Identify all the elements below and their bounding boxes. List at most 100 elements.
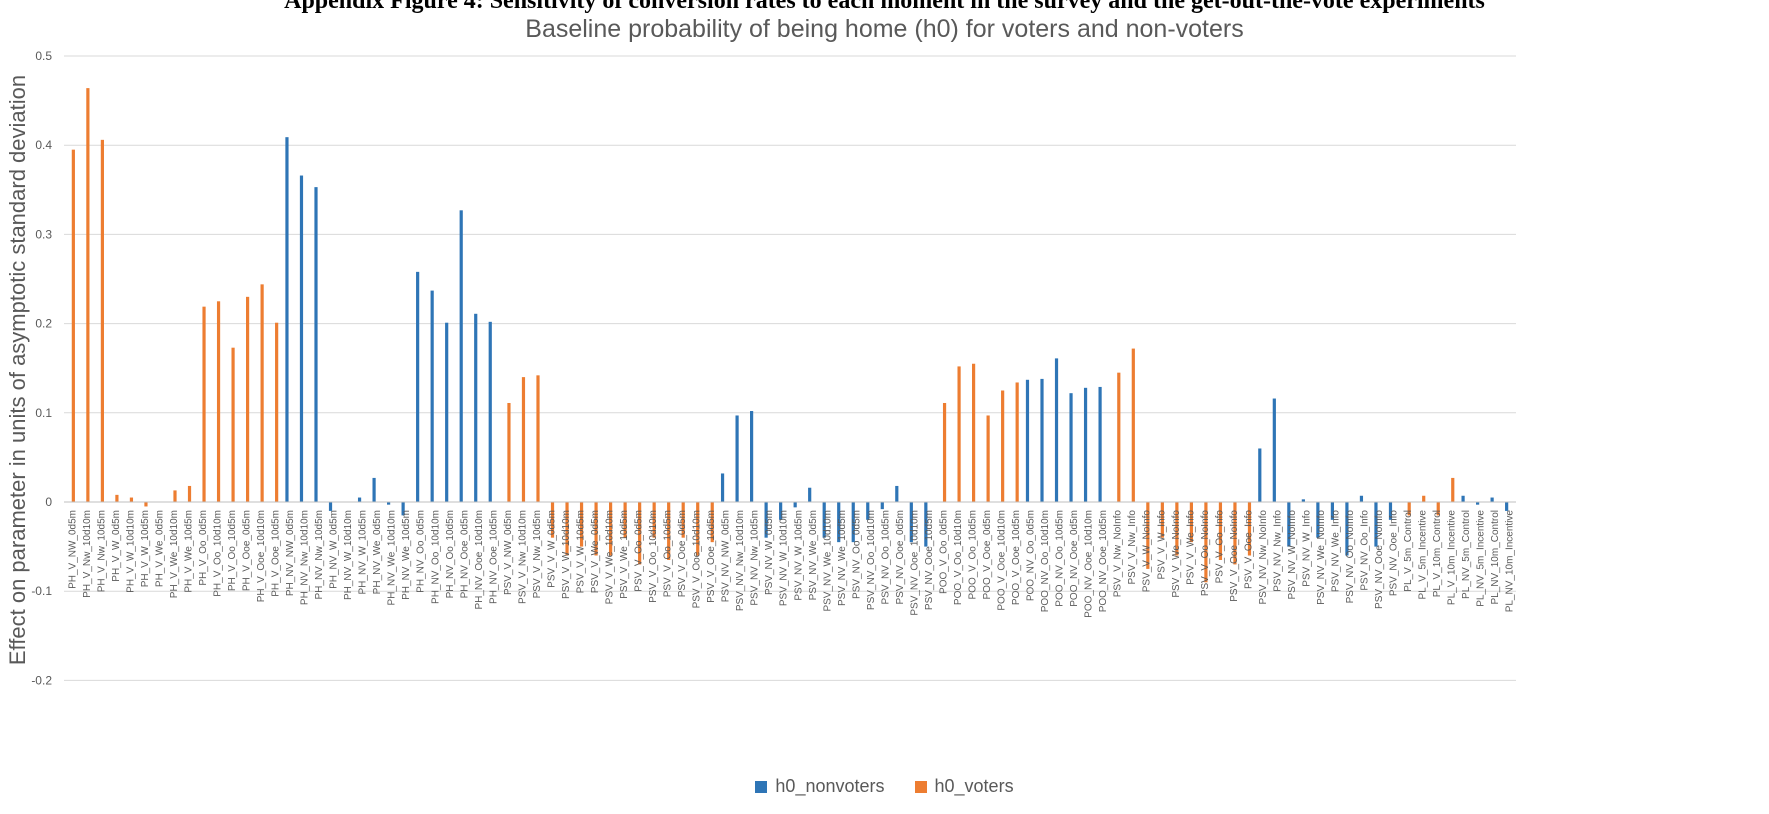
bar-h0_voters (144, 502, 148, 507)
x-tick-label: PH_V_We_0d5m (154, 510, 165, 587)
bar-h0_nonvoters (720, 473, 725, 502)
bar-h0_voters (579, 502, 584, 547)
bar-h0_nonvoters (387, 502, 391, 505)
x-tick-label: PSV_NV_We_0d5m (808, 510, 819, 600)
bar-h0_nonvoters (1054, 358, 1059, 502)
x-tick-label: PH_V_Ooe_10d5m (271, 510, 282, 597)
bar-h0_voters (129, 497, 134, 502)
bar-h0_voters (1407, 502, 1411, 516)
bar-h0_nonvoters (837, 502, 841, 543)
bar-h0_nonvoters (445, 322, 449, 502)
x-tick-label: POO_V_Oo_0d5m (938, 510, 949, 594)
x-tick-label: PL_V_10m_Control (1432, 510, 1443, 597)
bar-h0_nonvoters (1098, 386, 1102, 502)
x-tick-labels: PH_V_NW_0d5m PH_V_Nw_10d10m PH_V_Nw_10d5m P… (67, 510, 1515, 618)
x-tick-label: PSV_V_Ooe_NoInfo (1229, 510, 1240, 602)
bar-h0_voters (667, 502, 671, 560)
x-tick-label: PSV_NV_We_Info (1331, 510, 1342, 593)
gridlines (64, 55, 1516, 681)
y-tick-label: 0.2 (35, 317, 52, 331)
x-tick-label: PSV_V_Nw_NoInfo (1113, 510, 1124, 598)
y-tick-label: -0.2 (31, 673, 52, 687)
x-tick-label: PSV_NV_W_Info (1301, 510, 1312, 587)
bar-h0_nonvoters (895, 485, 899, 502)
x-tick-label: PH_NV_W_0d5m (329, 510, 340, 589)
x-tick-label: PSV_V_Ooe_Info (1243, 510, 1254, 589)
x-tick-label: PH_NV_W_10d5m (358, 510, 369, 594)
x-tick-label: PH_NV_NW_0d5m (285, 510, 296, 596)
y-tick-label: 0.5 (35, 49, 52, 63)
bar-h0_nonvoters (808, 487, 812, 502)
legend-item-voters[interactable]: h0_voters (914, 776, 1014, 797)
x-tick-label: PSV_NV_Nw_10d10m (735, 510, 746, 611)
x-tick-label: PH_V_Oo_10d10m (212, 510, 223, 597)
x-tick-label: PH_NV_Ooe_10d10m (474, 510, 485, 610)
bar-h0_voters (1146, 502, 1150, 569)
bar-h0_voters (710, 502, 714, 543)
x-tick-label: PSV_V_Oo_0d5m (634, 510, 645, 592)
bar-h0_voters (1218, 502, 1223, 560)
x-tick-label: POO_V_Oo_10d10m (953, 510, 964, 605)
x-tick-label: PSV_NV_We_NoInfo (1316, 510, 1327, 605)
x-tick-label: PSV_V_Ooe_0d5m (677, 510, 688, 597)
bar-h0_voters (246, 296, 250, 502)
x-tick-label: PH_NV_Oo_0d5m (416, 510, 427, 593)
bar-h0_voters (1175, 502, 1179, 556)
bar-h0_nonvoters (1083, 387, 1088, 502)
x-tick-label: POO_NV_Oo_10d10m (1040, 510, 1051, 612)
bar-h0_nonvoters (1345, 502, 1349, 556)
bar-h0_voters (609, 502, 613, 556)
x-tick-label: PSV_NV_Oo_10d5m (880, 510, 891, 605)
bar-h0_voters (1436, 502, 1440, 516)
bar-h0_nonvoters (750, 411, 754, 502)
bar-h0_voters (1247, 502, 1252, 556)
bar-h0_nonvoters (1069, 393, 1073, 502)
x-tick-label: POO_V_Ooe_0d5m (982, 510, 993, 600)
x-tick-label: PSV_V_Ooe_10d5m (706, 510, 717, 603)
x-tick-label: POO_V_Oo_10d5m (968, 510, 979, 600)
bar-h0_nonvoters (866, 502, 870, 520)
x-tick-label: PH_NV_Oo_10d5m (445, 510, 456, 598)
x-tick-label: PSV_NV_Nw_10d5m (750, 510, 761, 606)
bar-h0_nonvoters (328, 502, 333, 511)
x-tick-label: PSV_NV_Ooe_0d5m (895, 510, 906, 605)
bar-h0_voters (623, 502, 627, 538)
x-tick-label: PSV_V_W_NoInfo (1142, 510, 1153, 593)
y-tick-label: 0 (45, 495, 52, 509)
bar-h0_voters (550, 502, 555, 538)
bar-h0_nonvoters (1505, 502, 1509, 511)
bar-h0_nonvoters (1476, 502, 1480, 505)
bar-h0_nonvoters (488, 321, 492, 502)
y-tick-label: 0.1 (35, 406, 52, 420)
legend-item-nonvoters[interactable]: h0_nonvoters (755, 776, 885, 797)
x-tick-label: PSV_V_W_0d5m (546, 510, 557, 588)
x-tick-label: POO_V_Ooe_10d10m (997, 510, 1008, 611)
x-tick-label: PSV_NV_Oo_0d5m (851, 510, 862, 599)
bar-h0_voters (1001, 390, 1005, 502)
bar-h0_nonvoters (1490, 497, 1494, 502)
x-tick-label: PSV_NV_Ooe_Info (1389, 510, 1400, 597)
bar-h0_nonvoters (764, 502, 768, 538)
x-tick-label: PH_V_Nw_10d10m (82, 510, 93, 598)
bar-h0_nonvoters (793, 502, 797, 508)
bar-h0_voters (696, 502, 700, 556)
bar-h0_nonvoters (459, 210, 463, 503)
x-tick-label: PSV_NV_W_0d5m (764, 510, 775, 595)
bar-h0_voters (594, 502, 598, 556)
bar-h0_voters (1204, 502, 1208, 583)
legend-swatch-voters (914, 780, 927, 793)
x-tick-label: PL_NV_10m_Control (1490, 510, 1501, 605)
bar-h0_voters (957, 366, 961, 502)
x-tick-label: PSV_V_Nw_10d5m (532, 510, 543, 598)
x-tick-label: PSV_NV_Nw_Info (1272, 510, 1283, 592)
x-tick-label: PSV_V_Oo_NoInfo (1200, 510, 1211, 597)
bar-h0_nonvoters (1388, 502, 1393, 520)
x-tick-label: PSV_V_Nw_Info (1127, 510, 1138, 585)
x-tick-label: PSV_NV_Ooe_10d10m (909, 510, 920, 616)
x-tick-label: PH_V_W_0d5m (111, 510, 122, 582)
bar-h0_nonvoters (735, 415, 739, 502)
bar-h0_nonvoters (909, 502, 913, 543)
x-tick-label: PH_V_We_10d5m (183, 510, 194, 593)
bar-h0_nonvoters (314, 187, 318, 502)
